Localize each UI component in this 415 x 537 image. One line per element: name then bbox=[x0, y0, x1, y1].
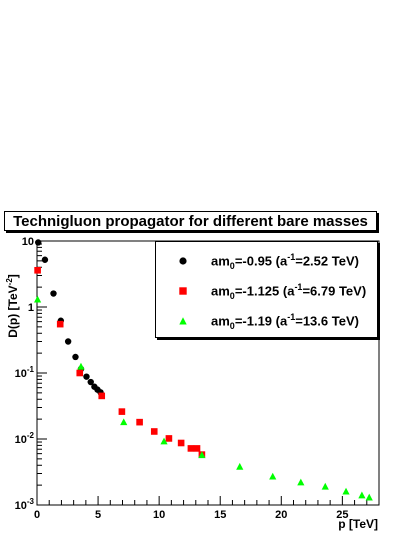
data-point-series-1 bbox=[50, 290, 57, 297]
data-point-series-3 bbox=[365, 493, 373, 501]
legend-entry-2: am0=-1.125 (a-1=6.79 TeV) bbox=[156, 281, 377, 301]
legend-entry-3: am0=-1.19 (a-1=13.6 TeV) bbox=[156, 311, 377, 331]
data-point-series-2 bbox=[150, 428, 158, 435]
data-point-series-2 bbox=[56, 320, 64, 328]
x-tick-label: 20 bbox=[275, 509, 287, 521]
tick-labels: 0 5 10 15 20 25 10-3 10-2 10-1 1 10 bbox=[15, 236, 349, 521]
legend-entry-1: am0=-0.95 (a-1=2.52 TeV) bbox=[156, 251, 377, 271]
y-tick-label: 10-1 bbox=[15, 365, 35, 380]
data-point-series-2 bbox=[165, 435, 173, 442]
legend-label-3: am0=-1.19 (a-1=13.6 TeV) bbox=[211, 311, 359, 331]
data-point-series-2 bbox=[34, 266, 41, 274]
data-point-series-2 bbox=[193, 445, 201, 452]
x-tick-label: 15 bbox=[214, 509, 226, 521]
legend: am0=-0.95 (a-1=2.52 TeV) am0=-1.125 (a-1… bbox=[155, 241, 378, 338]
x-tick-label: 5 bbox=[95, 509, 101, 521]
data-point-series-3 bbox=[198, 451, 206, 459]
y-tick-label: 10-2 bbox=[15, 431, 35, 446]
data-point-series-1 bbox=[87, 378, 94, 386]
y-axis-title: D(p) [TeV-2] bbox=[5, 274, 20, 338]
data-point-series-1 bbox=[72, 353, 79, 361]
x-tick-label: 10 bbox=[153, 509, 165, 521]
data-point-series-3 bbox=[34, 295, 42, 303]
data-point-series-1 bbox=[83, 373, 90, 380]
data-point-series-2 bbox=[136, 418, 143, 426]
svg-text:D(p) [TeV-2]: D(p) [TeV-2] bbox=[5, 274, 20, 338]
x-tick-label: 0 bbox=[34, 509, 40, 521]
data-point-series-1 bbox=[64, 338, 72, 345]
data-points bbox=[34, 239, 373, 501]
legend-label-1: am0=-0.95 (a-1=2.52 TeV) bbox=[211, 251, 359, 271]
data-point-series-2 bbox=[118, 408, 126, 415]
y-tick-label: 10 bbox=[22, 236, 34, 248]
data-point-series-2 bbox=[76, 369, 84, 377]
legend-label-2: am0=-1.125 (a-1=6.79 TeV) bbox=[211, 281, 367, 301]
data-point-series-1 bbox=[41, 256, 49, 263]
data-point-series-2 bbox=[98, 392, 106, 400]
data-point-series-3 bbox=[297, 478, 305, 486]
data-point-series-3 bbox=[269, 472, 277, 480]
chart-title: Technigluon propagator for different bar… bbox=[4, 211, 377, 231]
data-point-series-1 bbox=[35, 239, 42, 246]
data-point-series-3 bbox=[77, 362, 85, 370]
data-point-series-2 bbox=[187, 445, 195, 452]
data-point-series-2 bbox=[177, 439, 185, 447]
y-tick-label: 10-3 bbox=[15, 497, 35, 512]
data-point-series-3 bbox=[321, 482, 329, 490]
y-tick-label: 1 bbox=[28, 302, 34, 314]
data-point-series-3 bbox=[342, 487, 350, 495]
x-axis-title: p [TeV] bbox=[338, 517, 378, 531]
data-point-series-3 bbox=[236, 462, 244, 470]
x-tick-label: 25 bbox=[336, 509, 348, 521]
legend-marker-square bbox=[179, 287, 187, 295]
data-point-series-3 bbox=[358, 491, 366, 499]
legend-marker-circle bbox=[179, 257, 187, 265]
data-point-series-3 bbox=[160, 437, 168, 445]
data-point-series-3 bbox=[120, 418, 128, 426]
legend-marker-triangle bbox=[179, 317, 187, 325]
